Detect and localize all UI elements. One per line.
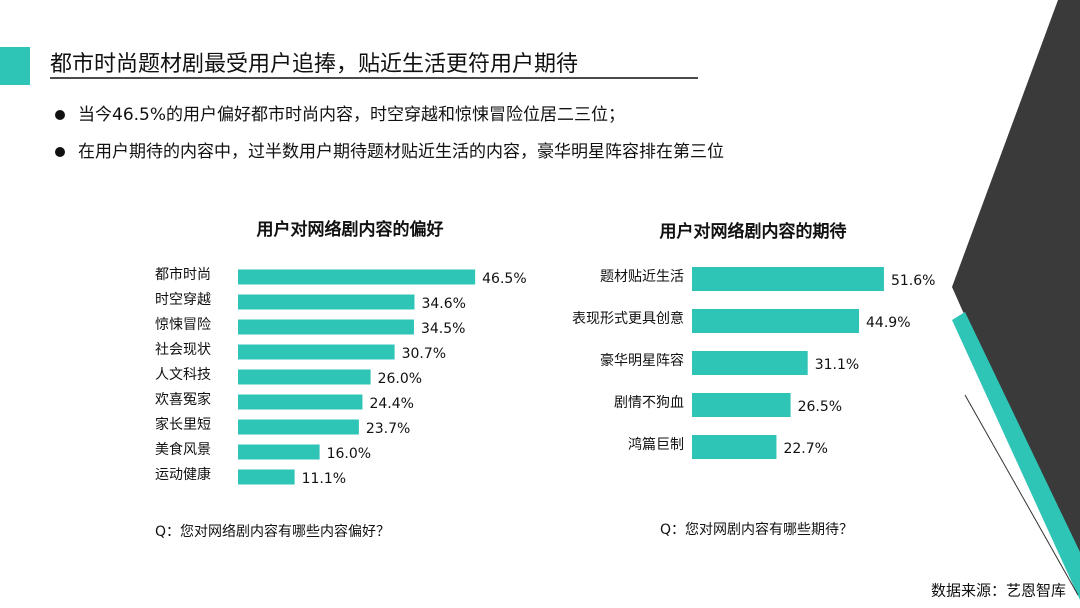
bullet-dot <box>55 147 65 157</box>
category-label: 表现形式更具创意 <box>572 310 684 327</box>
category-label: 豪华明星阵容 <box>600 352 684 369</box>
bar <box>238 269 476 285</box>
value-label: 26.5% <box>798 399 842 415</box>
value-label: 23.7% <box>366 421 410 437</box>
chart-title: 用户对网络剧内容的偏好 <box>257 219 444 240</box>
category-label: 题材贴近生活 <box>600 269 684 285</box>
value-label: 11.1% <box>302 471 346 487</box>
value-label: 22.7% <box>783 441 827 457</box>
category-label: 运动健康 <box>155 466 211 483</box>
bar <box>692 393 791 417</box>
bar <box>238 369 371 385</box>
source: 数据来源：艺恩智库 <box>931 582 1066 600</box>
category-label: 都市时尚 <box>155 266 211 283</box>
category-label: 时空穿越 <box>155 292 211 308</box>
category-label: 家长里短 <box>155 416 211 433</box>
value-label: 34.6% <box>421 296 465 312</box>
bar <box>692 309 860 333</box>
slide-title: 都市时尚题材剧最受用户追捧，贴近生活更符用户期待 <box>50 52 578 77</box>
question-note: Q：您对网剧内容有哪些期待？ <box>660 521 853 538</box>
accent-block <box>0 47 30 85</box>
value-label: 24.4% <box>369 396 413 412</box>
question-note: Q：您对网络剧内容有哪些内容偏好？ <box>155 523 390 540</box>
value-label: 44.9% <box>866 315 910 331</box>
thin-line <box>964 394 1079 596</box>
chart-title: 用户对网络剧内容的期待 <box>660 221 847 242</box>
bar <box>238 294 415 310</box>
value-label: 16.0% <box>327 446 371 462</box>
value-label: 26.0% <box>378 371 422 387</box>
bar <box>238 394 363 410</box>
bullet-dot <box>55 110 65 120</box>
value-label: 34.5% <box>421 321 465 337</box>
value-label: 31.1% <box>815 357 859 373</box>
dark-wedge <box>952 0 1080 575</box>
category-label: 美食风景 <box>155 441 211 458</box>
value-label: 46.5% <box>482 271 526 287</box>
bar <box>238 319 414 335</box>
bar <box>238 469 295 485</box>
category-label: 鸿篇巨制 <box>628 436 684 453</box>
category-label: 欢喜冤家 <box>155 391 211 408</box>
category-label: 社会现状 <box>155 342 211 358</box>
bar <box>238 419 359 435</box>
value-label: 51.6% <box>891 273 935 289</box>
bullet-text: 在用户期待的内容中，过半数用户期待题材贴近生活的内容，豪华明星阵容排在第三位 <box>78 141 724 162</box>
category-label: 剧情不狗血 <box>614 395 684 411</box>
bar <box>238 344 395 360</box>
category-label: 惊悚冒险 <box>155 317 211 333</box>
bar <box>692 351 808 375</box>
bar <box>238 444 320 460</box>
bullet-text: 当今46.5%的用户偏好都市时尚内容，时空穿越和惊悚冒险位居二三位； <box>78 105 625 125</box>
teal-wedge <box>952 312 1080 600</box>
category-label: 人文科技 <box>155 367 211 383</box>
bar <box>692 435 777 459</box>
bar <box>692 267 884 291</box>
value-label: 30.7% <box>402 346 446 362</box>
